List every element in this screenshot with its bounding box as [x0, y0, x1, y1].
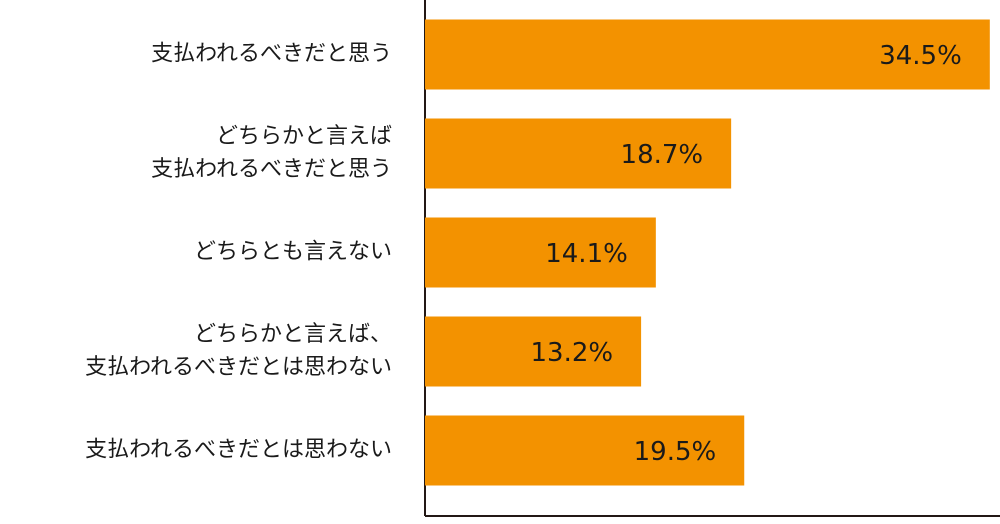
- bar: [425, 19, 990, 90]
- category-label-line: どちらかと言えば、: [194, 322, 392, 347]
- bar: [425, 118, 732, 189]
- category-label: 支払われるべきだと思う: [151, 42, 392, 67]
- category-label-line: どちらかと言えば: [216, 124, 392, 149]
- category-label-line: どちらとも言えない: [194, 240, 392, 265]
- category-label-line: 支払われるべきだとは思わない: [85, 438, 392, 463]
- category-label: どちらかと言えば、支払われるべきだとは思わない: [85, 322, 392, 380]
- bar: [425, 217, 656, 288]
- bar: [425, 316, 642, 387]
- value-label: 34.5%: [879, 41, 962, 71]
- bar: [425, 415, 745, 486]
- value-label: 19.5%: [634, 437, 717, 467]
- category-label: 支払われるべきだとは思わない: [85, 438, 392, 463]
- value-label: 13.2%: [530, 338, 613, 368]
- value-label: 18.7%: [621, 140, 704, 170]
- category-label-line: 支払われるべきだと思う: [151, 42, 392, 67]
- category-label-line: 支払われるべきだとは思わない: [85, 355, 392, 380]
- category-label-line: 支払われるべきだと思う: [151, 157, 392, 182]
- value-label: 14.1%: [545, 239, 628, 269]
- category-label: どちらとも言えない: [194, 240, 392, 265]
